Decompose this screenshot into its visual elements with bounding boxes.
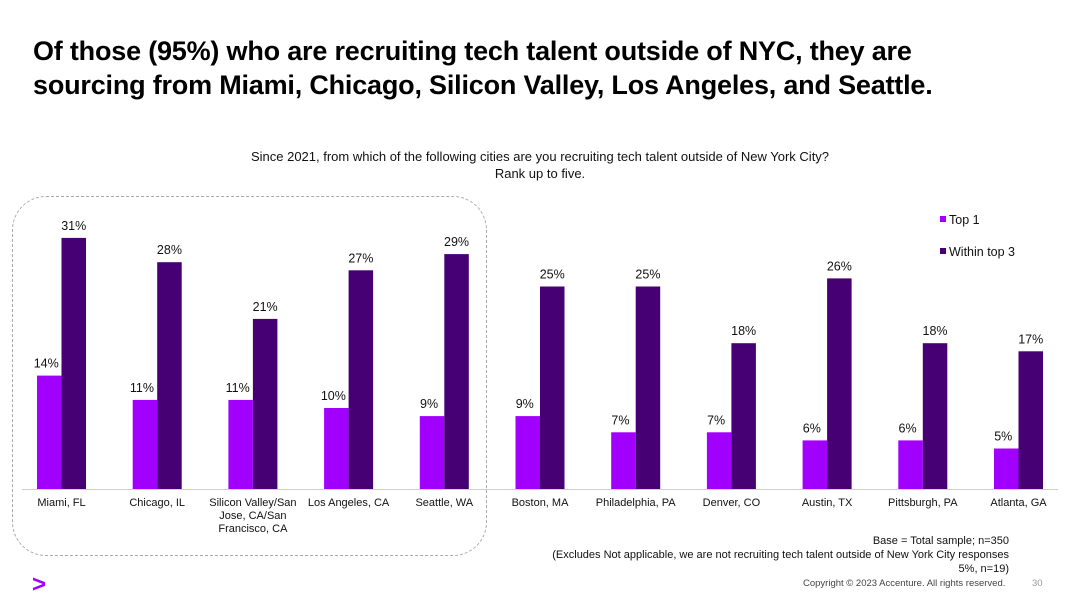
bar-top1	[515, 416, 540, 489]
survey-question-line-2: Rank up to five.	[494, 166, 586, 181]
category-label-line: Denver, CO	[703, 497, 761, 509]
category-label: Boston, MA	[512, 497, 570, 509]
bar-top3	[157, 262, 182, 489]
bar-top1	[419, 416, 445, 489]
data-label-top1: 6%	[899, 421, 917, 435]
data-label-top3: 28%	[157, 243, 182, 257]
category-label-line: Silicon Valley/San	[209, 497, 296, 509]
data-label-top1: 7%	[611, 413, 629, 427]
data-label-top3: 29%	[444, 235, 469, 249]
footnote-exclusion-count: 5%, n=19)	[958, 563, 1009, 575]
bar-top1	[132, 399, 158, 489]
bar-top3	[252, 318, 278, 489]
category-label-line: Jose, CA/San	[219, 510, 286, 522]
top-five-highlight-box	[12, 196, 487, 556]
bar-top3	[348, 270, 374, 489]
bar-top1	[324, 408, 349, 489]
category-label-line: Boston, MA	[512, 497, 570, 509]
category-label: Austin, TX	[802, 497, 853, 509]
data-label-top1: 11%	[226, 381, 250, 395]
category-label-line: Miami, FL	[37, 497, 85, 509]
bar-top1	[706, 432, 732, 489]
category-label-line: Seattle, WA	[415, 497, 473, 509]
category-label-line: Austin, TX	[802, 497, 853, 509]
bar-top1	[37, 375, 62, 489]
category-label: Silicon Valley/San Jose, CA/San Francisco,…	[209, 497, 296, 535]
legend-label: Within top 3	[949, 245, 1015, 259]
page-title-line-2: sourcing from Miami, Chicago, Silicon Va…	[33, 70, 933, 100]
data-label-top3: 18%	[923, 324, 948, 338]
bar-top1	[898, 440, 923, 489]
footnote-exclusion: (Excludes Not applicable, we are not rec…	[552, 549, 1009, 561]
copyright: Copyright © 2023 Accenture. All rights r…	[803, 578, 1006, 589]
bar-top3	[635, 286, 661, 489]
data-label-top1: 7%	[707, 413, 725, 427]
data-label-top1: 10%	[321, 389, 346, 403]
bar-top3	[1018, 351, 1043, 489]
legend-label: Top 1	[949, 213, 980, 227]
data-label-top1: 9%	[516, 397, 534, 411]
bar-top3	[731, 343, 756, 489]
legend-swatch	[940, 248, 946, 254]
accenture-logo-icon: >	[32, 571, 47, 598]
category-label-line: Pittsburgh, PA	[888, 497, 958, 509]
data-label-top3: 17%	[1018, 332, 1043, 346]
category-label: Philadelphia, PA	[596, 497, 677, 509]
data-label-top3: 25%	[540, 268, 565, 282]
category-label-line: Atlanta, GA	[990, 497, 1047, 509]
category-label: Miami, FL	[37, 497, 85, 509]
data-label-top3: 26%	[827, 259, 852, 273]
data-label-top3: 31%	[61, 219, 86, 233]
category-label: Pittsburgh, PA	[888, 497, 958, 509]
bar-top1	[611, 432, 636, 489]
category-label: Chicago, IL	[129, 497, 185, 509]
footnote: Base = Total sample; n=350 (Excludes Not…	[449, 534, 1009, 576]
page-number: 30	[1032, 578, 1043, 589]
category-label: Los Angeles, CA	[308, 497, 390, 509]
data-label-top3: 27%	[348, 251, 373, 265]
data-label-top3: 21%	[253, 300, 278, 314]
category-label: Seattle, WA	[415, 497, 473, 509]
bar-top3	[61, 237, 86, 489]
page-title: Of those (95%) who are recruiting tech t…	[33, 34, 1043, 102]
legend-swatch	[940, 216, 946, 222]
survey-question-line-1: Since 2021, from which of the following …	[250, 149, 830, 164]
bar-top3	[540, 286, 565, 489]
bar-top1	[994, 448, 1019, 489]
footnote-base: Base = Total sample; n=350	[872, 535, 1009, 547]
bar-top1	[802, 440, 828, 489]
data-label-top3: 25%	[635, 268, 660, 282]
category-label-line: Philadelphia, PA	[596, 497, 677, 509]
category-label: Atlanta, GA	[990, 497, 1047, 509]
bar-top1	[228, 399, 253, 489]
bar-top3	[444, 254, 469, 489]
data-label-top1: 9%	[420, 397, 438, 411]
data-label-top1: 6%	[803, 421, 821, 435]
bar-top3	[922, 343, 948, 489]
data-label-top3: 18%	[731, 324, 756, 338]
category-label-line: Los Angeles, CA	[308, 497, 390, 509]
data-label-top1: 5%	[994, 430, 1012, 444]
category-label-line: Francisco, CA	[218, 523, 288, 535]
category-label: Denver, CO	[703, 497, 761, 509]
bar-top3	[827, 278, 852, 489]
page-title-line-1: Of those (95%) who are recruiting tech t…	[33, 36, 912, 66]
category-label-line: Chicago, IL	[129, 497, 185, 509]
data-label-top1: 14%	[34, 357, 59, 371]
data-label-top1: 11%	[130, 381, 154, 395]
survey-question: Since 2021, from which of the following …	[130, 148, 950, 182]
